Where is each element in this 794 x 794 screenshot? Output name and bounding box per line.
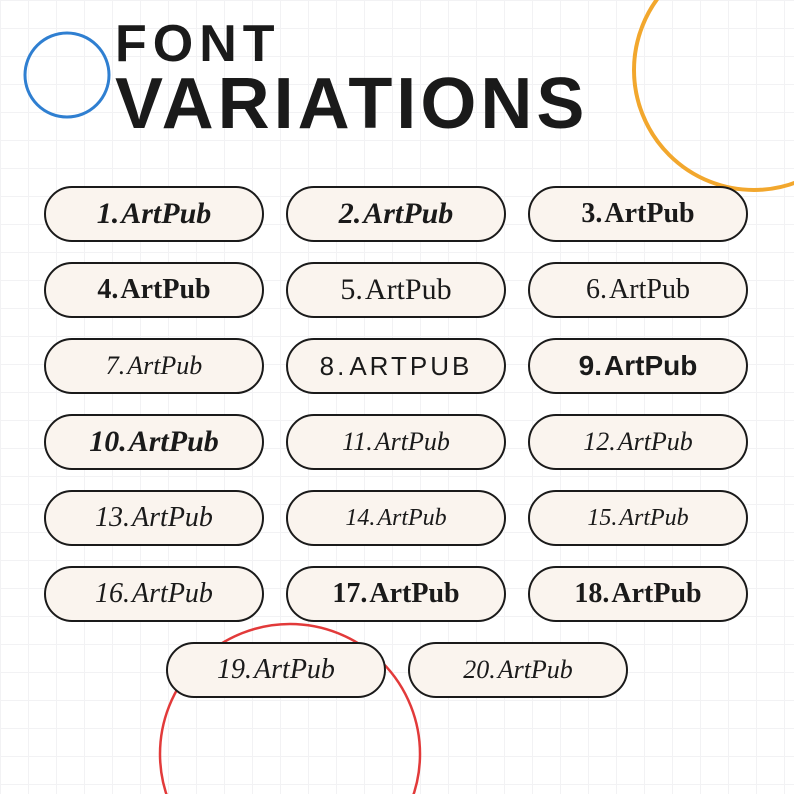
pill-label: ArtPub (129, 425, 219, 459)
pill-number: 14. (345, 505, 375, 532)
page-heading: FONT VARIATIONS (115, 18, 588, 140)
font-variation-pill: 10.ArtPub (44, 414, 264, 470)
font-variation-pill: 9.ArtPub (528, 338, 748, 394)
pill-number: 18. (574, 578, 609, 610)
font-variation-pill: 12.ArtPub (528, 414, 748, 470)
pill-label: ArtPub (363, 197, 453, 231)
blue-circle-icon (22, 30, 112, 120)
font-variation-pill: 17.ArtPub (286, 566, 506, 622)
font-variation-pill: 7.ArtPub (44, 338, 264, 394)
font-variation-grid: 1.ArtPub 2.ArtPub 3.ArtPub 4.ArtPub 5.Ar… (44, 186, 750, 718)
pill-number: 4. (97, 274, 118, 306)
font-variation-pill: 15.ArtPub (528, 490, 748, 546)
pill-label: ArtPub (375, 427, 450, 457)
pill-number: 2. (339, 197, 362, 231)
font-variation-pill: 18.ArtPub (528, 566, 748, 622)
pill-number: 12. (583, 427, 616, 457)
grid-row: 4.ArtPub 5.ArtPub 6.ArtPub (44, 262, 750, 318)
pill-number: 9. (579, 350, 602, 382)
font-variation-pill: 2.ArtPub (286, 186, 506, 242)
font-variation-pill: 8.ARTPUB (286, 338, 506, 394)
pill-label: ArtPub (604, 350, 697, 382)
font-variation-pill: 19.ArtPub (166, 642, 386, 698)
pill-label: ArtPub (611, 578, 701, 610)
pill-number: 20. (463, 655, 496, 685)
pill-label: ArtPub (498, 655, 573, 685)
pill-number: 19. (217, 654, 252, 686)
pill-label: ARTPUB (349, 351, 472, 382)
font-variation-pill: 3.ArtPub (528, 186, 748, 242)
heading-line-1: FONT (115, 18, 588, 70)
pill-number: 8. (320, 351, 348, 382)
pill-label: ArtPub (127, 351, 202, 381)
grid-row: 7.ArtPub 8.ARTPUB 9.ArtPub (44, 338, 750, 394)
pill-number: 5. (340, 273, 363, 307)
pill-label: ArtPub (604, 198, 694, 230)
pill-label: ArtPub (377, 505, 446, 532)
pill-number: 1. (97, 197, 120, 231)
font-variation-pill: 11.ArtPub (286, 414, 506, 470)
font-variation-pill: 6.ArtPub (528, 262, 748, 318)
grid-row: 1.ArtPub 2.ArtPub 3.ArtPub (44, 186, 750, 242)
pill-number: 6. (586, 274, 607, 306)
pill-label: ArtPub (254, 654, 335, 686)
pill-label: ArtPub (120, 274, 210, 306)
pill-label: ArtPub (365, 273, 452, 307)
pill-number: 10. (89, 425, 127, 459)
grid-row: 19.ArtPub 20.ArtPub (44, 642, 750, 698)
font-variation-pill: 1.ArtPub (44, 186, 264, 242)
pill-label: ArtPub (619, 505, 688, 532)
font-variation-pill: 4.ArtPub (44, 262, 264, 318)
pill-number: 3. (581, 198, 602, 230)
pill-number: 13. (95, 502, 130, 534)
font-variation-pill: 13.ArtPub (44, 490, 264, 546)
pill-number: 15. (587, 505, 617, 532)
font-variation-pill: 16.ArtPub (44, 566, 264, 622)
orange-arc-icon (614, 0, 794, 210)
pill-number: 16. (95, 578, 130, 610)
grid-row: 13.ArtPub 14.ArtPub 15.ArtPub (44, 490, 750, 546)
grid-row: 16.ArtPub 17.ArtPub 18.ArtPub (44, 566, 750, 622)
heading-line-2: VARIATIONS (115, 68, 588, 140)
pill-number: 11. (342, 427, 373, 457)
pill-label: ArtPub (132, 578, 213, 610)
pill-label: ArtPub (132, 502, 213, 534)
grid-row: 10.ArtPub 11.ArtPub 12.ArtPub (44, 414, 750, 470)
pill-label: ArtPub (609, 274, 690, 306)
pill-label: ArtPub (618, 427, 693, 457)
pill-label: ArtPub (369, 578, 459, 610)
pill-number: 17. (332, 578, 367, 610)
font-variation-pill: 5.ArtPub (286, 262, 506, 318)
pill-number: 7. (106, 351, 126, 381)
font-variation-pill: 20.ArtPub (408, 642, 628, 698)
pill-label: ArtPub (121, 197, 211, 231)
font-variation-pill: 14.ArtPub (286, 490, 506, 546)
